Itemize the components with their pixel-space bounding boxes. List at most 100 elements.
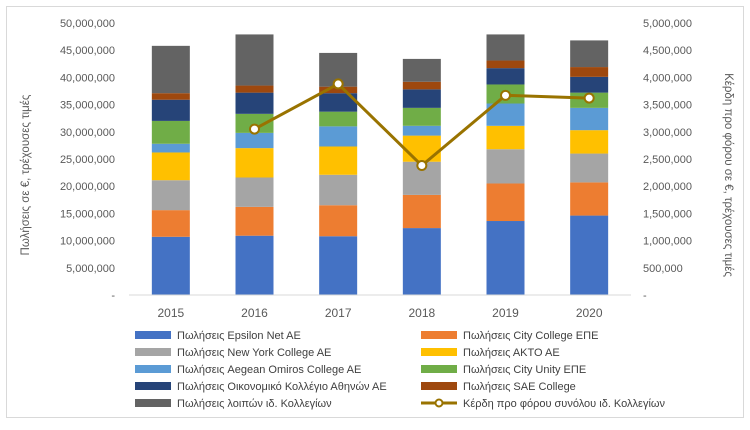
chart-area: 2015 2016 2017 2018 2019 2020 - 5,000,000 10,000… <box>6 6 744 418</box>
y-tick-label: 20,000,000 <box>60 181 115 193</box>
bar-2017-series-5 <box>319 111 358 127</box>
bar-2015-series-2 <box>151 180 190 211</box>
bar-2020-series-7 <box>570 67 609 77</box>
bar-2016-series-0 <box>235 235 274 295</box>
y2-tick-label: 4,500,000 <box>643 45 692 57</box>
y2-tick-label: 2,000,000 <box>643 181 692 193</box>
bar-2018-series-7 <box>402 81 441 90</box>
x-tick-label: 2017 <box>325 306 352 320</box>
bar-2016-series-3 <box>235 148 274 178</box>
legend-swatch <box>135 365 171 373</box>
bar-2016-series-7 <box>235 85 274 93</box>
bar-2018-series-8 <box>402 58 441 82</box>
legend-swatch <box>135 348 171 356</box>
legend-label: Πωλήσεις City Unity ΕΠΕ <box>463 364 586 376</box>
bar-2018-series-4 <box>402 125 441 136</box>
bar-2015-series-0 <box>151 236 190 295</box>
profit-point <box>332 78 344 90</box>
bar-2018-series-5 <box>402 107 441 126</box>
bar-2015-series-3 <box>151 152 190 181</box>
x-tick-label: 2018 <box>408 306 435 320</box>
bar-2015-series-6 <box>151 99 190 121</box>
bar-2018-series-0 <box>402 228 441 295</box>
bar-2017-series-2 <box>319 174 358 206</box>
y2-tick-label: 1,500,000 <box>643 208 692 220</box>
legend-label: Πωλήσεις λοιπών ιδ. Κολλεγίων <box>177 398 332 410</box>
y2-tick-label: - <box>643 290 647 302</box>
legend-label: Πωλήσεις Aegean Omiros College AE <box>177 364 361 376</box>
y2-tick-label: 2,500,000 <box>643 154 692 166</box>
y-tick-label: 10,000,000 <box>60 236 115 248</box>
x-tick-label: 2020 <box>576 306 603 320</box>
bar-2019-series-4 <box>486 103 525 126</box>
bar-2020-series-1 <box>570 182 609 216</box>
bar-2017-series-4 <box>319 126 358 147</box>
bar-2019-series-6 <box>486 68 525 85</box>
bar-2019-series-7 <box>486 60 525 69</box>
y-tick-label: - <box>111 290 115 302</box>
legend-swatch <box>135 382 171 390</box>
legend-swatch <box>421 365 457 373</box>
y-tick-label: 15,000,000 <box>60 208 115 220</box>
legend-swatch <box>421 331 457 339</box>
bar-2020-series-0 <box>570 215 609 295</box>
y2-tick-label: 3,500,000 <box>643 100 692 112</box>
profit-point <box>416 160 428 172</box>
bar-2015-series-7 <box>151 93 190 100</box>
bar-2019-series-1 <box>486 183 525 222</box>
bar-2020-series-8 <box>570 40 609 68</box>
bar-2017-series-0 <box>319 236 358 295</box>
y-tick-label: 40,000,000 <box>60 72 115 84</box>
legend-label: Κέρδη προ φόρου συνόλου ιδ. Κολλεγίων <box>463 398 665 410</box>
x-tick-label: 2015 <box>157 306 184 320</box>
legend: Πωλήσεις Epsilon Net AE Πωλήσεις City Col… <box>135 330 665 410</box>
bar-2019-series-8 <box>486 34 525 61</box>
bar-2019-series-3 <box>486 125 525 150</box>
y-axis-title: Πωλήσεις σε €, τρέχουσες τιμές <box>20 94 32 255</box>
y2-tick-label: 500,000 <box>643 263 683 275</box>
line-layer <box>249 78 595 172</box>
profit-point <box>249 123 260 135</box>
bar-2015-series-5 <box>151 120 190 144</box>
y-tick-label: 35,000,000 <box>60 100 115 112</box>
y2-tick-label: 1,000,000 <box>643 236 692 248</box>
y-tick-label: 50,000,000 <box>60 18 115 30</box>
bar-2015-series-8 <box>151 45 190 94</box>
profit-point <box>583 92 595 104</box>
y-tick-label: 30,000,000 <box>60 127 115 139</box>
bar-2020-series-3 <box>570 130 609 154</box>
y2-tick-label: 4,000,000 <box>643 72 692 84</box>
bar-2018-series-6 <box>402 89 441 108</box>
legend-label: Πωλήσεις Οικονομικό Κολλέγιο Αθηνών ΑΕ <box>177 381 387 393</box>
bar-2020-series-4 <box>570 107 609 131</box>
axis-layer: 2015 2016 2017 2018 2019 2020 - 5,000,000 10,000… <box>60 18 692 320</box>
profit-point <box>500 89 511 101</box>
bar-2017-series-1 <box>319 205 358 237</box>
y2-tick-label: 3,000,000 <box>643 127 692 139</box>
x-tick-label: 2019 <box>492 306 519 320</box>
y-tick-label: 5,000,000 <box>66 263 115 275</box>
legend-swatch <box>421 348 457 356</box>
legend-label: Πωλήσεις ΑΚΤΟ ΑΕ <box>463 347 560 359</box>
bar-2016-series-8 <box>235 34 274 86</box>
legend-swatch <box>135 399 171 407</box>
bar-2019-series-2 <box>486 149 525 184</box>
legend-label: Πωλήσεις Epsilon Net AE <box>177 330 301 342</box>
y2-tick-label: 5,000,000 <box>643 18 692 30</box>
y-tick-label: 25,000,000 <box>60 154 115 166</box>
bar-2020-series-6 <box>570 76 609 93</box>
legend-swatch <box>421 382 457 390</box>
bar-2017-series-3 <box>319 146 358 175</box>
legend-label: Πωλήσεις New York College AE <box>177 347 331 359</box>
bar-2016-series-1 <box>235 206 274 236</box>
legend-label: Πωλήσεις SAE College <box>463 381 576 393</box>
legend-label: Πωλήσεις City College ΕΠΕ <box>463 330 598 342</box>
bar-2017-series-7 <box>319 86 358 94</box>
bar-2015-series-1 <box>151 210 190 237</box>
bar-2018-series-1 <box>402 194 441 229</box>
bar-2016-series-4 <box>235 132 274 149</box>
x-tick-label: 2016 <box>241 306 268 320</box>
bar-2016-series-2 <box>235 177 274 207</box>
bars-layer <box>151 34 609 295</box>
y-tick-label: 45,000,000 <box>60 45 115 57</box>
